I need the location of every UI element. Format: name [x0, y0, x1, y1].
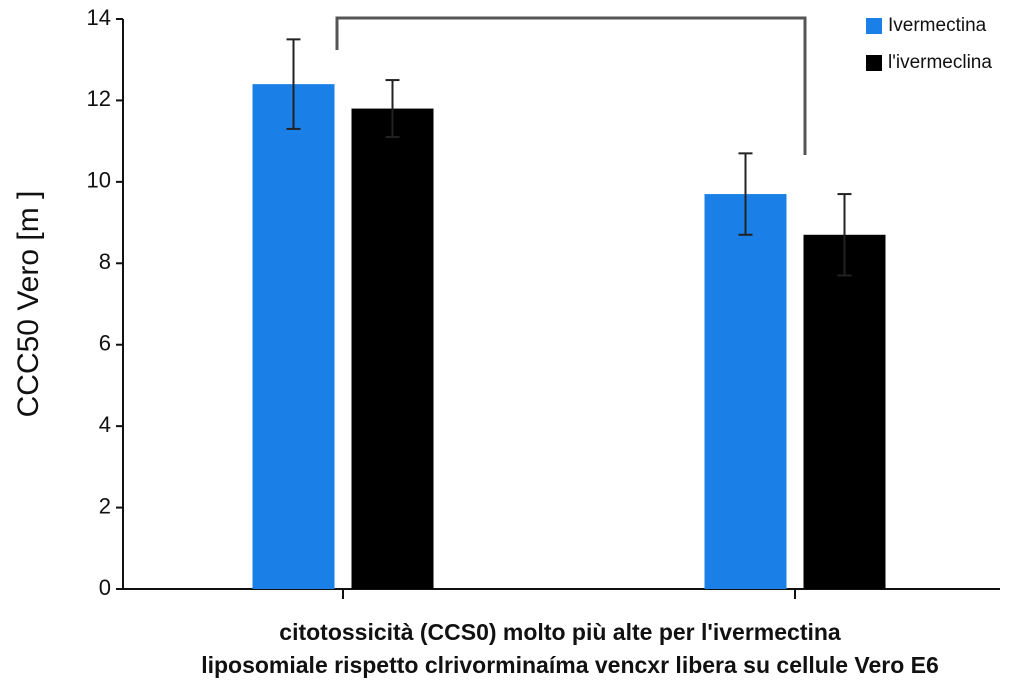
error-bar: [837, 193, 852, 277]
legend-label: Ivermectina: [888, 15, 987, 36]
y-tick-label: 2: [99, 493, 111, 518]
x-axis-label: citotossicità (CCS0) molto più alte per …: [279, 619, 841, 645]
bar: [803, 234, 886, 590]
error-bar: [385, 79, 400, 139]
error-bar: [286, 38, 301, 130]
error-bar: [738, 152, 753, 236]
y-tick-label: 6: [99, 331, 111, 356]
bar: [351, 108, 434, 590]
legend-label: l'ivermeclina: [888, 52, 992, 73]
y-tick-label: 12: [87, 86, 111, 111]
comparison-bracket: [335, 16, 807, 155]
legend-swatch: [866, 55, 882, 71]
legend-swatch: [866, 18, 882, 34]
bar: [252, 84, 335, 590]
y-tick-label: 0: [99, 575, 111, 600]
bar: [704, 194, 787, 590]
y-tick-label: 4: [99, 412, 111, 437]
y-tick-label: 14: [87, 5, 111, 30]
y-axis-label: CCC50 Vero [m ]: [12, 191, 45, 418]
y-tick-label: 8: [99, 249, 111, 274]
x-axis-label: liposomiale rispetto clrivorminaíma venc…: [201, 652, 939, 678]
y-tick-label: 10: [87, 168, 111, 193]
